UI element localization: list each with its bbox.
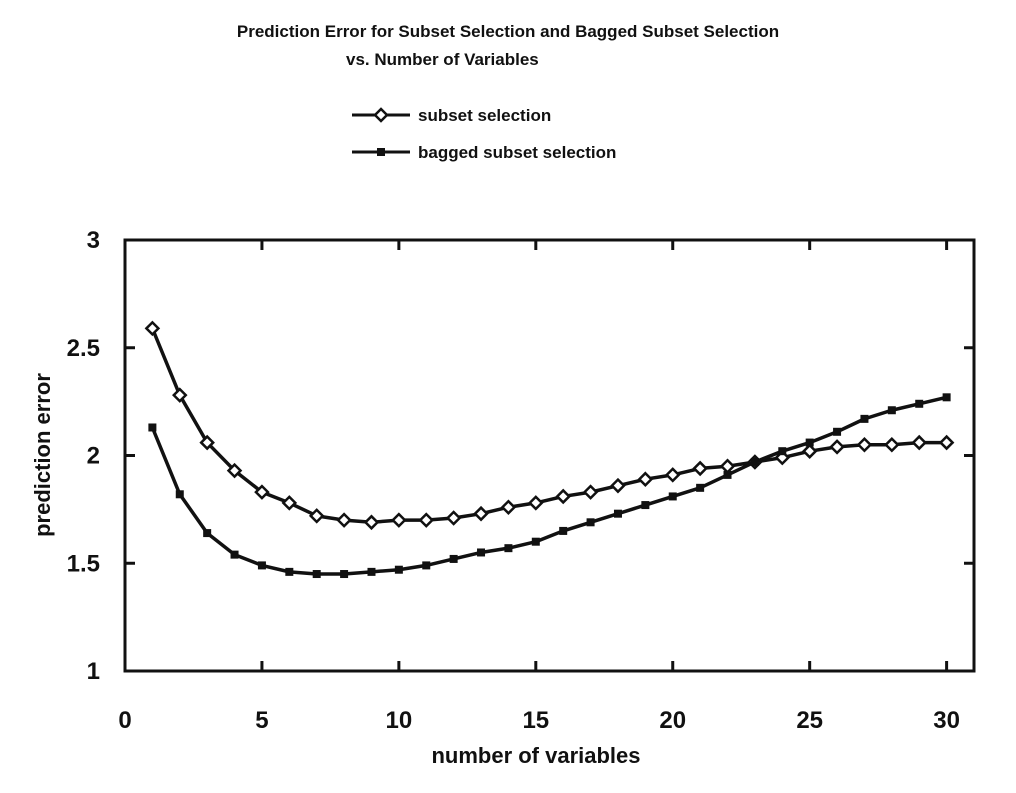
data-point-subset-selection [308,508,325,524]
data-point-subset-selection [391,512,407,528]
data-point-subset-selection [418,512,435,528]
data-point-bagged-subset-selection [833,427,842,436]
data-point-subset-selection [445,510,462,526]
y-axis: 1 1.5 2 2.5 3 [67,227,974,685]
data-point-bagged-subset-selection [394,565,403,574]
x-axis: 0 5 10 15 20 25 30 [118,240,960,734]
data-point-subset-selection [172,387,188,403]
data-point-subset-selection [610,477,626,494]
data-point-bagged-subset-selection [696,483,705,492]
data-point-bagged-subset-selection [148,423,157,432]
data-point-subset-selection [281,495,298,511]
data-point-bagged-subset-selection [449,554,458,563]
data-point-subset-selection [363,514,380,531]
data-point-bagged-subset-selection [778,447,787,456]
legend-item-subset-selection: subset selection [352,106,551,125]
x-tick-label: 5 [255,707,268,734]
data-point-bagged-subset-selection [230,550,239,559]
diamond-marker-icon [373,107,389,123]
data-point-subset-selection [856,436,873,453]
square-marker-icon [377,148,385,156]
data-point-subset-selection [473,505,489,522]
data-point-bagged-subset-selection [340,570,349,579]
data-point-bagged-subset-selection [312,570,321,579]
data-point-subset-selection [884,436,900,453]
series-line-bagged-subset-selection [150,395,948,576]
data-point-bagged-subset-selection [915,399,924,408]
legend-item-bagged-subset-selection: bagged subset selection [352,143,616,162]
data-point-subset-selection [719,458,736,475]
data-point-bagged-subset-selection [531,537,540,546]
x-axis-label: number of variables [431,743,640,768]
plot-area [144,320,955,579]
data-point-subset-selection [528,495,544,511]
y-tick-label: 2 [87,443,100,470]
data-point-subset-selection [801,443,818,459]
data-point-bagged-subset-selection [668,492,677,501]
data-point-subset-selection [829,439,845,455]
data-point-bagged-subset-selection [504,544,513,553]
data-point-subset-selection [938,434,955,451]
chart-title: Prediction Error for Subset Selection an… [236,22,780,41]
data-point-bagged-subset-selection [723,470,732,479]
data-point-bagged-subset-selection [641,501,650,510]
data-point-bagged-subset-selection [285,567,294,576]
plot-frame [123,238,976,673]
legend: subset selection bagged subset selection [352,106,616,162]
data-point-subset-selection [692,460,708,477]
x-tick-label: 10 [386,707,413,734]
data-point-bagged-subset-selection [750,457,759,466]
x-tick-label: 0 [118,707,131,734]
y-tick-label: 1.5 [67,550,100,577]
data-point-subset-selection [336,512,352,528]
data-point-subset-selection [637,471,654,487]
data-point-bagged-subset-selection [586,518,595,527]
data-point-bagged-subset-selection [860,414,869,423]
data-point-bagged-subset-selection [175,490,184,499]
data-point-subset-selection [664,467,681,483]
chart-subtitle: vs. Number of Variables [346,50,539,69]
x-tick-label: 25 [796,707,823,734]
data-point-bagged-subset-selection [942,393,951,402]
y-tick-label: 2.5 [67,335,100,362]
data-point-subset-selection [911,434,927,451]
data-point-subset-selection [500,499,517,515]
data-point-subset-selection [226,462,243,479]
data-point-bagged-subset-selection [559,526,568,535]
data-point-subset-selection [199,434,215,451]
data-point-bagged-subset-selection [613,509,622,518]
data-point-subset-selection [254,484,270,500]
data-point-subset-selection [555,488,571,505]
x-tick-label: 15 [522,707,549,734]
y-axis-label: prediction error [30,373,55,537]
data-point-subset-selection [582,484,599,500]
y-tick-label: 3 [87,227,100,254]
data-point-subset-selection [144,320,161,337]
x-tick-label: 30 [933,707,960,734]
data-point-bagged-subset-selection [805,438,814,447]
data-point-bagged-subset-selection [203,529,212,538]
data-point-bagged-subset-selection [367,567,376,576]
data-point-bagged-subset-selection [477,548,486,557]
x-tick-label: 20 [659,707,686,734]
y-tick-label: 1 [87,658,100,685]
data-point-bagged-subset-selection [422,561,431,570]
data-point-bagged-subset-selection [887,406,896,415]
series-line-subset-selection [150,327,947,525]
legend-label-bagged-subset-selection: bagged subset selection [418,143,616,162]
data-point-bagged-subset-selection [257,561,266,570]
legend-label-subset-selection: subset selection [418,106,551,125]
